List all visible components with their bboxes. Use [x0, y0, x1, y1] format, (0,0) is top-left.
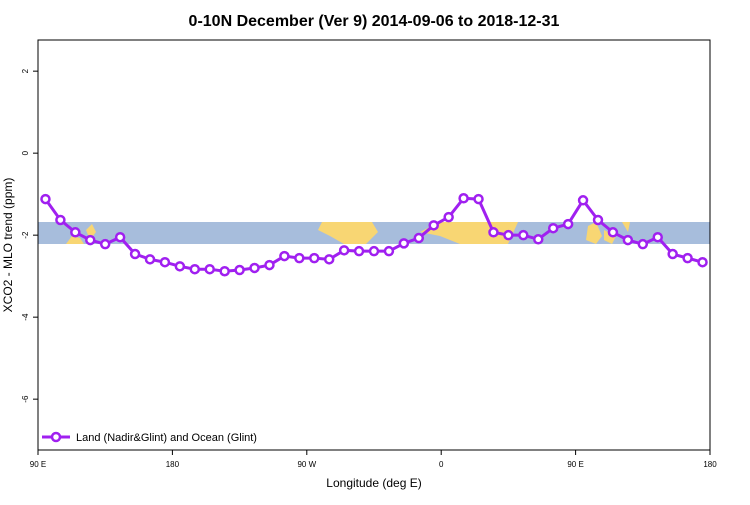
point [473, 193, 484, 205]
point [518, 229, 529, 241]
y-tick-label: -6 [21, 395, 30, 403]
point [234, 264, 245, 276]
point [622, 234, 634, 246]
point [114, 231, 126, 243]
point [398, 238, 410, 249]
point [562, 218, 574, 230]
point [40, 193, 51, 205]
point [652, 231, 663, 243]
y-tick-label: 2 [21, 68, 30, 73]
point [70, 227, 81, 238]
point [338, 245, 350, 256]
point [99, 238, 111, 250]
point [249, 262, 260, 274]
point [294, 252, 305, 264]
point [637, 238, 649, 250]
y-axis-label: XCO2 - MLO trend (ppm) [1, 178, 15, 313]
point [413, 232, 425, 244]
point [323, 254, 335, 265]
point [547, 222, 559, 234]
point [503, 229, 514, 241]
point [159, 256, 171, 268]
point [204, 263, 215, 275]
land [66, 224, 96, 244]
chart-title: 0-10N December (Ver 9) 2014-09-06 to 201… [189, 13, 560, 30]
point [144, 254, 156, 265]
point [189, 263, 201, 275]
point [383, 245, 395, 257]
point [607, 227, 619, 238]
x-axis-label: Longitude (deg E) [326, 476, 421, 490]
point [174, 261, 186, 272]
point [592, 214, 604, 226]
x-tick-label: 0 [439, 460, 444, 469]
point [279, 250, 290, 262]
point [129, 248, 141, 260]
point [55, 214, 66, 226]
plot-frame [37, 39, 711, 451]
point [682, 252, 693, 264]
y-tick-label: 0 [21, 150, 30, 155]
point [219, 265, 230, 277]
point [309, 252, 320, 264]
x-tick-label: 180 [703, 460, 717, 469]
x-tick-label: 90 E [567, 460, 583, 469]
x-tick-label: 90 E [30, 460, 46, 469]
point [443, 211, 454, 223]
legend-label: Land (Nadir&Glint) and Ocean (Glint) [76, 432, 257, 444]
point [697, 256, 708, 268]
y-tick-label: -2 [21, 231, 30, 239]
point [533, 234, 544, 245]
legend-marker [50, 431, 62, 443]
point [428, 220, 439, 231]
point [667, 248, 678, 260]
y-tick-label: -4 [21, 313, 30, 321]
point [368, 245, 380, 257]
point [458, 193, 469, 204]
point [488, 227, 499, 238]
point [85, 234, 96, 246]
x-tick-label: 180 [166, 460, 180, 469]
point [353, 245, 365, 257]
point [577, 195, 589, 206]
point [264, 259, 275, 271]
x-tick-label: 90 W [297, 460, 316, 469]
land [318, 222, 378, 244]
